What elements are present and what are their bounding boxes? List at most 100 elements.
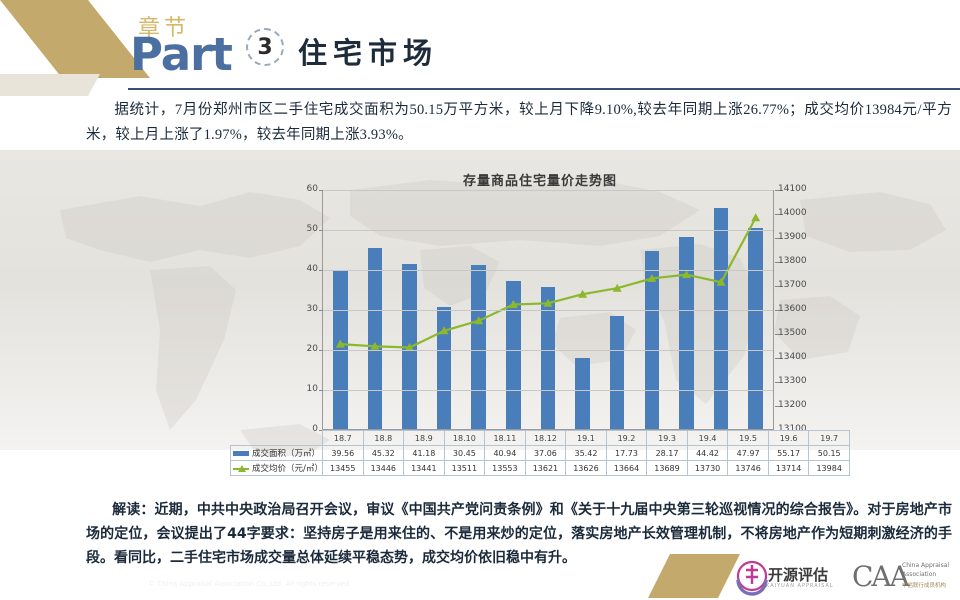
line-marker [439, 326, 449, 335]
chart-gridline [323, 190, 773, 191]
chart-gridline [323, 310, 773, 311]
chart-gridline [323, 270, 773, 271]
header-divider [128, 88, 960, 90]
right-axis-tick-label: 13100 [778, 424, 807, 434]
chart-gridline [323, 350, 773, 351]
line-marker [751, 213, 761, 222]
table-cell: 13553 [484, 460, 526, 476]
table-cell: 45.32 [362, 445, 405, 461]
copyright-notice: © China Appraisal Association Co.,Ltd. A… [148, 580, 350, 588]
table-cell: 50.15 [808, 445, 850, 461]
chart-bar [575, 358, 590, 429]
line-marker [508, 299, 518, 308]
table-cell: 13626 [565, 460, 607, 476]
bar-cell [669, 190, 704, 429]
slide-header: 章节 Part 3 住宅市场 [0, 0, 960, 96]
legend-bar-swatch [233, 451, 249, 456]
table-cell: 13455 [322, 460, 364, 476]
chart-bar [713, 208, 729, 429]
table-cell: 39.56 [322, 445, 364, 461]
gold-accent-shape [0, 0, 150, 78]
chart-bar [367, 247, 383, 429]
chart-bar [540, 287, 556, 429]
page-title: 住宅市场 [298, 36, 439, 70]
table-column-header: 18.8 [362, 430, 405, 446]
table-column-header: 18.7 [322, 430, 364, 446]
table-row-label: 成交面积（万㎡） [230, 445, 323, 461]
right-axis-tick-label: 13300 [778, 376, 807, 386]
right-axis-tick [775, 286, 779, 287]
left-axis-tick [319, 430, 323, 431]
table-cell: 41.18 [403, 445, 445, 461]
chart-bar [506, 280, 521, 429]
chart-container: 存量商品住宅量价走势图 0 10 20 30 40 50 60 13100 13200 13300… [230, 168, 850, 488]
bar-cell [461, 190, 496, 429]
caa-logo-mark: CAA [852, 560, 910, 593]
line-marker [716, 277, 726, 286]
bar-cell [704, 190, 739, 429]
chart-bar [748, 228, 763, 429]
table-cell: 17.73 [605, 445, 648, 461]
kaiyuan-logo-icon [736, 560, 768, 596]
bar-cell [496, 190, 531, 429]
table-cell: 55.17 [767, 445, 810, 461]
left-axis-tick [319, 390, 323, 391]
left-axis-tick-label: 20 [306, 344, 318, 354]
left-axis-tick-label: 60 [306, 184, 318, 194]
right-axis-tick-label: 14100 [778, 184, 807, 194]
intro-text: 据统计，7月份郑州市区二手住宅成交面积为50.15万平方米，较上月下降9.10%… [86, 102, 952, 143]
chart-plot-area: 0 10 20 30 40 50 60 13100 13200 13300 13400 13500 13… [307, 184, 807, 434]
table-cell: 13689 [646, 460, 688, 476]
table-column-header: 18.12 [524, 430, 567, 446]
bar-cell [634, 190, 669, 429]
right-axis-tick [775, 334, 779, 335]
chart-gridline [323, 230, 773, 231]
table-cell: 40.94 [484, 445, 526, 461]
right-axis-tick-label: 13500 [778, 328, 807, 338]
section-number-badge: 3 [246, 28, 284, 66]
chart-gridline [323, 390, 773, 391]
chart-bar [679, 237, 694, 429]
table-cell: 13984 [808, 460, 850, 476]
chart-bar [436, 307, 452, 429]
outro-paragraph: 解读：近期，中共中央政治局召开会议，审议《中国共产党问责条例》和《关于十九届中央… [86, 498, 952, 570]
table-header-row: 18.7 18.8 18.9 18.10 18.11 18.12 19.1 19.2 19.3 1… [231, 430, 850, 446]
right-axis-tick [775, 310, 779, 311]
table-cell: 13441 [403, 460, 445, 476]
table-cell: 37.06 [524, 445, 567, 461]
table-column-header: 18.9 [403, 430, 445, 446]
table-cell: 30.45 [443, 445, 486, 461]
gray-accent-shape [0, 74, 100, 96]
table-corner-cell [231, 431, 323, 446]
chart-bar [609, 316, 625, 429]
left-axis-tick [319, 270, 323, 271]
table-cell: 28.17 [646, 445, 688, 461]
line-path [340, 217, 757, 349]
chart-bar [644, 251, 660, 429]
caa-english-line2: Association [902, 571, 937, 578]
right-axis-tick-label: 13200 [778, 400, 807, 410]
kaiyuan-subtitle: KAIYUAN APPRAISAL [766, 583, 834, 589]
left-axis-tick [319, 350, 323, 351]
table-row-price: 成交均价（元/㎡） 13455 13446 13441 13511 13553 13621 1… [230, 460, 850, 476]
header-part-word: Part [130, 28, 233, 81]
table-cell: 47.97 [727, 445, 769, 461]
line-marker [405, 343, 415, 351]
table-column-header: 19.6 [767, 430, 810, 446]
bar-cell [600, 190, 635, 429]
line-marker [612, 283, 622, 292]
right-axis-tick-label: 13800 [778, 256, 807, 266]
bar-cell [531, 190, 566, 429]
chart-bar [471, 265, 486, 429]
bar-cell [427, 190, 462, 429]
line-marker [578, 289, 588, 298]
table-column-header: 19.7 [808, 430, 850, 446]
bar-cell [738, 190, 773, 429]
table-cell: 35.42 [565, 445, 607, 461]
left-axis-tick [319, 230, 323, 231]
line-series [335, 213, 761, 351]
left-axis-tick-label: 10 [306, 384, 318, 394]
table-column-header: 18.11 [484, 430, 526, 446]
table-row-area: 成交面积（万㎡） 39.56 45.32 41.18 30.45 40.94 37.06 35… [230, 445, 850, 461]
table-cell: 13746 [727, 460, 769, 476]
